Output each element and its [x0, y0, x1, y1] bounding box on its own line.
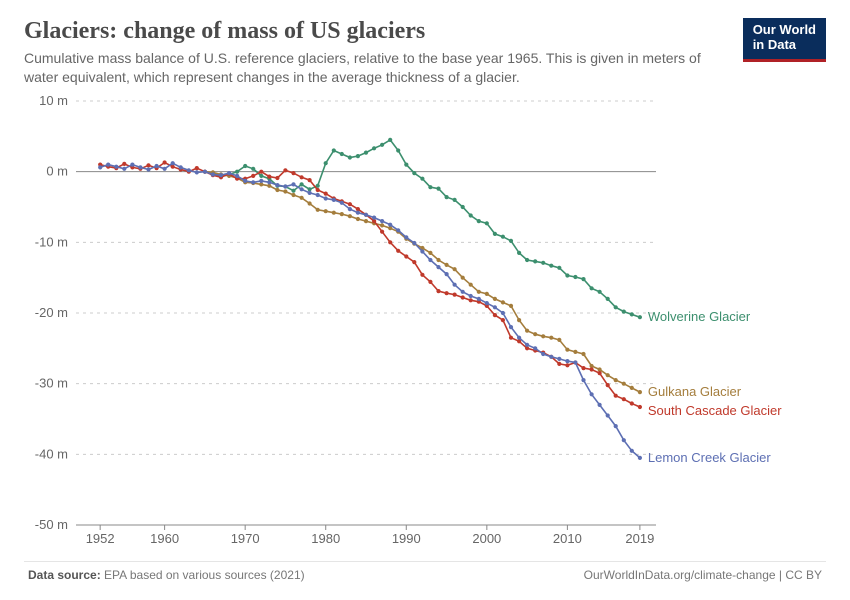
svg-text:-20 m: -20 m: [35, 305, 68, 320]
svg-text:-50 m: -50 m: [35, 517, 68, 532]
svg-text:2019: 2019: [625, 531, 654, 546]
svg-text:1980: 1980: [311, 531, 340, 546]
data-source: Data source: EPA based on various source…: [28, 568, 305, 582]
series-gulkana-glacier: [205, 171, 640, 391]
attribution: OurWorldInData.org/climate-change | CC B…: [584, 568, 822, 582]
svg-text:-30 m: -30 m: [35, 375, 68, 390]
svg-text:-40 m: -40 m: [35, 446, 68, 461]
svg-text:1990: 1990: [392, 531, 421, 546]
svg-text:2010: 2010: [553, 531, 582, 546]
svg-text:-10 m: -10 m: [35, 234, 68, 249]
page-title: Glaciers: change of mass of US glaciers: [24, 18, 724, 45]
page-subtitle: Cumulative mass balance of U.S. referenc…: [24, 49, 724, 87]
chart-area: 10 m 0 m -10 m -20 m -30 m -40 m -50 m 1952 1960…: [24, 95, 826, 555]
footer: Data source: EPA based on various source…: [24, 561, 826, 582]
series-label-lemon-creek-glacier: Lemon Creek Glacier: [648, 450, 771, 465]
owid-logo: Our World in Data: [743, 18, 826, 62]
svg-text:1952: 1952: [86, 531, 115, 546]
series-label-south-cascade-glacier: South Cascade Glacier: [648, 403, 782, 418]
source-label: Data source:: [28, 568, 101, 582]
svg-text:1970: 1970: [231, 531, 260, 546]
source-text: EPA based on various sources (2021): [104, 568, 305, 582]
svg-text:2000: 2000: [472, 531, 501, 546]
series-label-wolverine-glacier: Wolverine Glacier: [648, 309, 751, 324]
svg-text:10 m: 10 m: [39, 95, 68, 108]
line-chart: 10 m 0 m -10 m -20 m -30 m -40 m -50 m 1952 1960…: [24, 95, 826, 555]
series-label-gulkana-glacier: Gulkana Glacier: [648, 384, 742, 399]
svg-text:0 m: 0 m: [46, 163, 68, 178]
svg-text:1960: 1960: [150, 531, 179, 546]
series-lemon-creek-glacier: [100, 163, 640, 458]
series-wolverine-glacier: [205, 140, 640, 317]
series-south-cascade-glacier: [100, 162, 640, 407]
